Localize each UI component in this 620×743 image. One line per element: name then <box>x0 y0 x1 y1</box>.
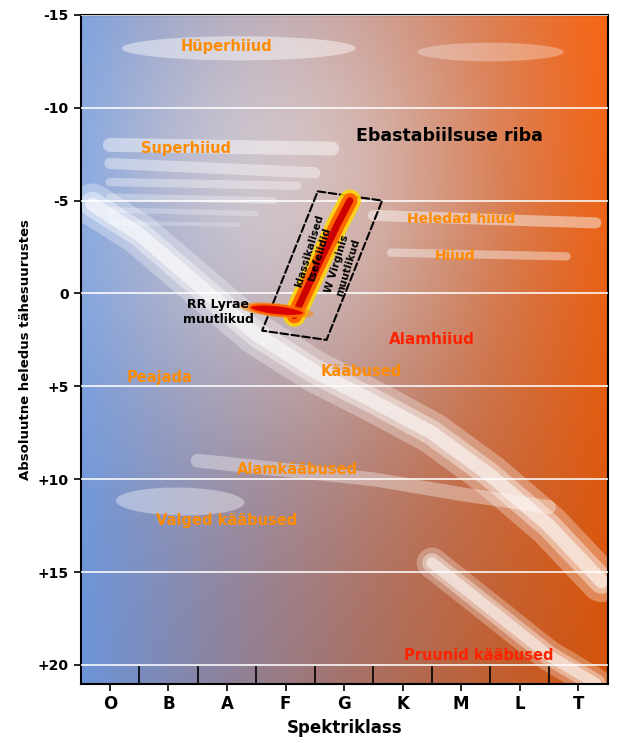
Ellipse shape <box>116 487 244 516</box>
Text: Ebastabiilsuse riba: Ebastabiilsuse riba <box>356 126 543 145</box>
Text: klassikalised
tsefeiidid: klassikalised tsefeiidid <box>293 213 336 292</box>
Text: Pruunid kääbused: Pruunid kääbused <box>404 648 554 663</box>
Ellipse shape <box>417 42 564 62</box>
Text: Alamhiiud: Alamhiiud <box>389 332 475 348</box>
Text: Valged kääbused: Valged kääbused <box>156 513 298 528</box>
Text: Hüperhiiud: Hüperhiiud <box>181 39 273 54</box>
Text: Superhiiud: Superhiiud <box>141 141 231 156</box>
Text: Peajada: Peajada <box>126 369 193 385</box>
Text: W Virginis
muutlikud: W Virginis muutlikud <box>324 234 362 297</box>
Y-axis label: Absoluutne heledus tähesuurustes: Absoluutne heledus tähesuurustes <box>19 218 32 480</box>
Text: Hiiud: Hiiud <box>435 250 476 263</box>
Ellipse shape <box>249 305 304 316</box>
X-axis label: Spektriklass: Spektriklass <box>286 719 402 737</box>
Ellipse shape <box>122 36 356 60</box>
Ellipse shape <box>240 302 314 318</box>
Text: Alamkääbused: Alamkääbused <box>237 462 358 478</box>
Text: RR Lyrae
muutlikud: RR Lyrae muutlikud <box>183 298 254 326</box>
Text: Kääbused: Kääbused <box>321 364 402 379</box>
Text: Heledad hiiud: Heledad hiiud <box>407 212 515 226</box>
